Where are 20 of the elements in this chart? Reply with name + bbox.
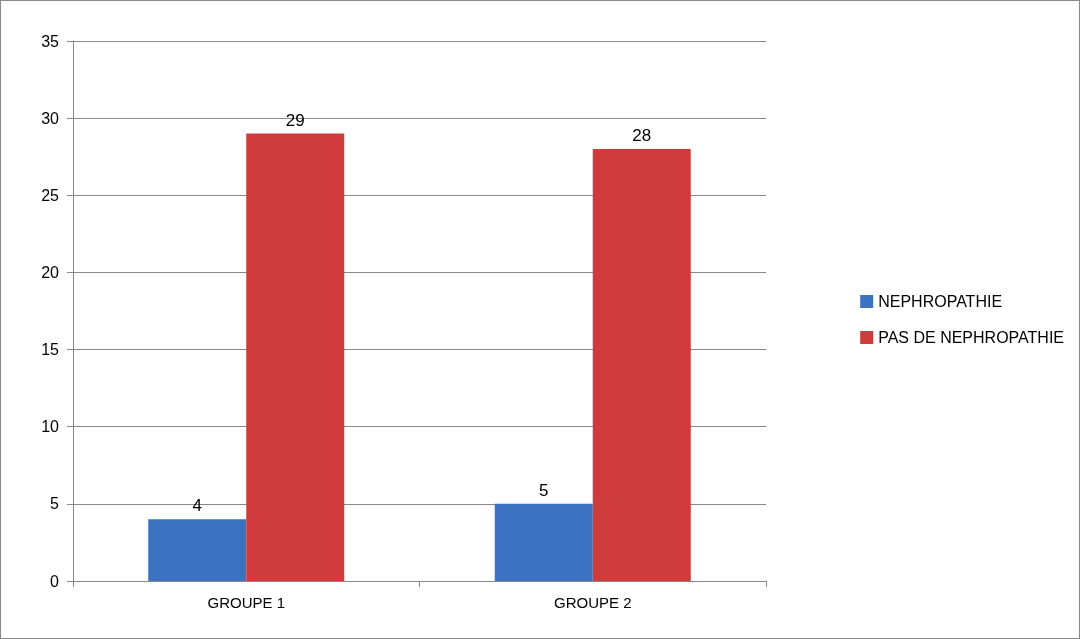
bar: [246, 133, 345, 581]
legend-label: NEPHROPATHIE: [878, 293, 1003, 310]
bar: [592, 149, 691, 581]
y-tick-label: 10: [41, 418, 60, 436]
bar: [148, 519, 247, 581]
y-tick-label: 5: [50, 495, 60, 513]
x-tick-label: GROUPE 2: [553, 594, 632, 611]
y-tick-label: 30: [41, 109, 60, 127]
y-tick-label: 35: [41, 32, 60, 50]
y-tick-label: 25: [41, 186, 60, 204]
y-tick-label: 0: [50, 572, 60, 590]
bar: [494, 503, 593, 581]
y-tick-label: 20: [41, 263, 60, 281]
data-label: 4: [192, 496, 202, 516]
data-label: 28: [632, 126, 652, 145]
data-label: 29: [285, 110, 305, 130]
y-tick-label: 15: [41, 341, 60, 359]
data-label: 5: [539, 480, 549, 500]
legend-label: PAS DE NEPHROPATHIE: [878, 329, 1064, 346]
x-tick-label: GROUPE 1: [207, 594, 286, 611]
